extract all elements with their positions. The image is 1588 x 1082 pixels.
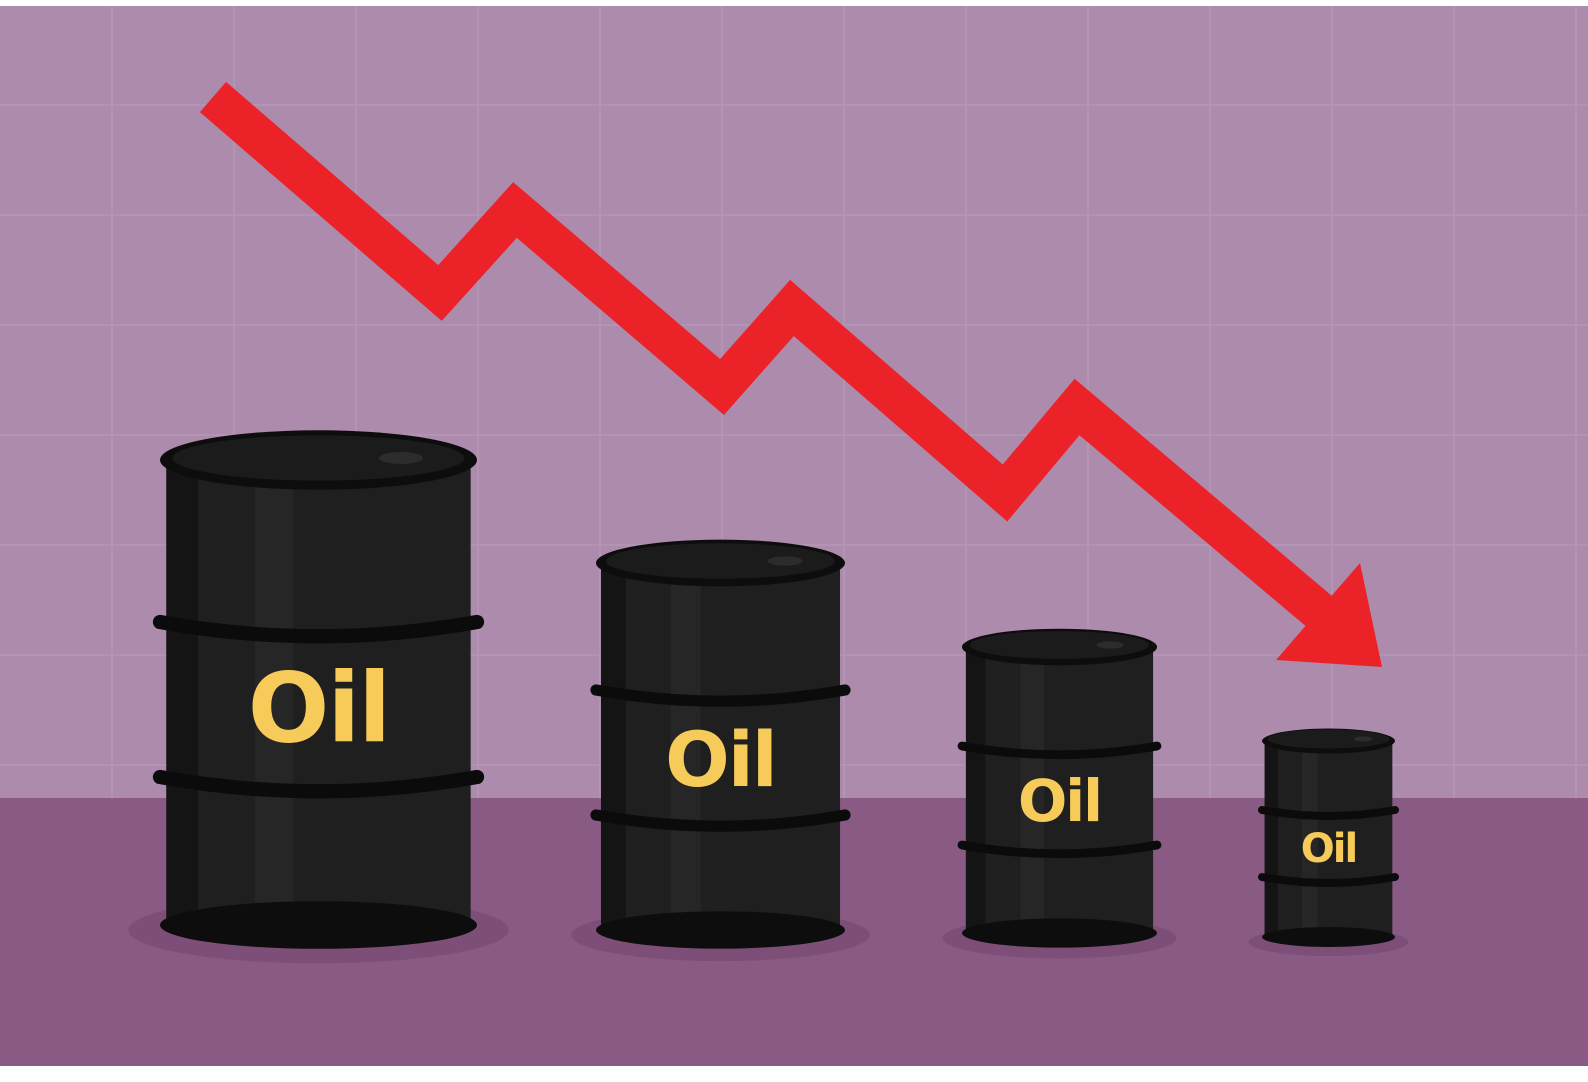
barrel-cap [1354, 737, 1373, 742]
barrel-cap [768, 556, 803, 565]
barrel: Oil [1249, 729, 1409, 956]
barrel-shade [1265, 741, 1278, 937]
barrel-bottom-rim [160, 901, 477, 949]
barrel-label: Oil [1018, 767, 1101, 835]
barrel-shade [966, 647, 986, 933]
barrel-bottom-rim [1262, 927, 1395, 947]
barrel: Oil [943, 629, 1177, 959]
illustration: Oil Oil Oil Oil [0, 0, 1588, 1082]
barrel: Oil [571, 540, 870, 961]
barrel-shade [166, 460, 198, 925]
barrel-cap [379, 452, 423, 464]
barrel-label: Oil [248, 652, 389, 764]
barrel-bottom-rim [962, 918, 1157, 947]
barrel-cap [1097, 641, 1124, 648]
barrel: Oil [128, 430, 508, 963]
barrel-shade [601, 563, 626, 930]
barrel-label: Oil [665, 715, 776, 804]
barrel-bottom-rim [596, 911, 845, 948]
page: OilOilOilOil (() => { const data = JSON.… [0, 0, 1588, 1082]
barrel-label: Oil [1301, 826, 1356, 872]
